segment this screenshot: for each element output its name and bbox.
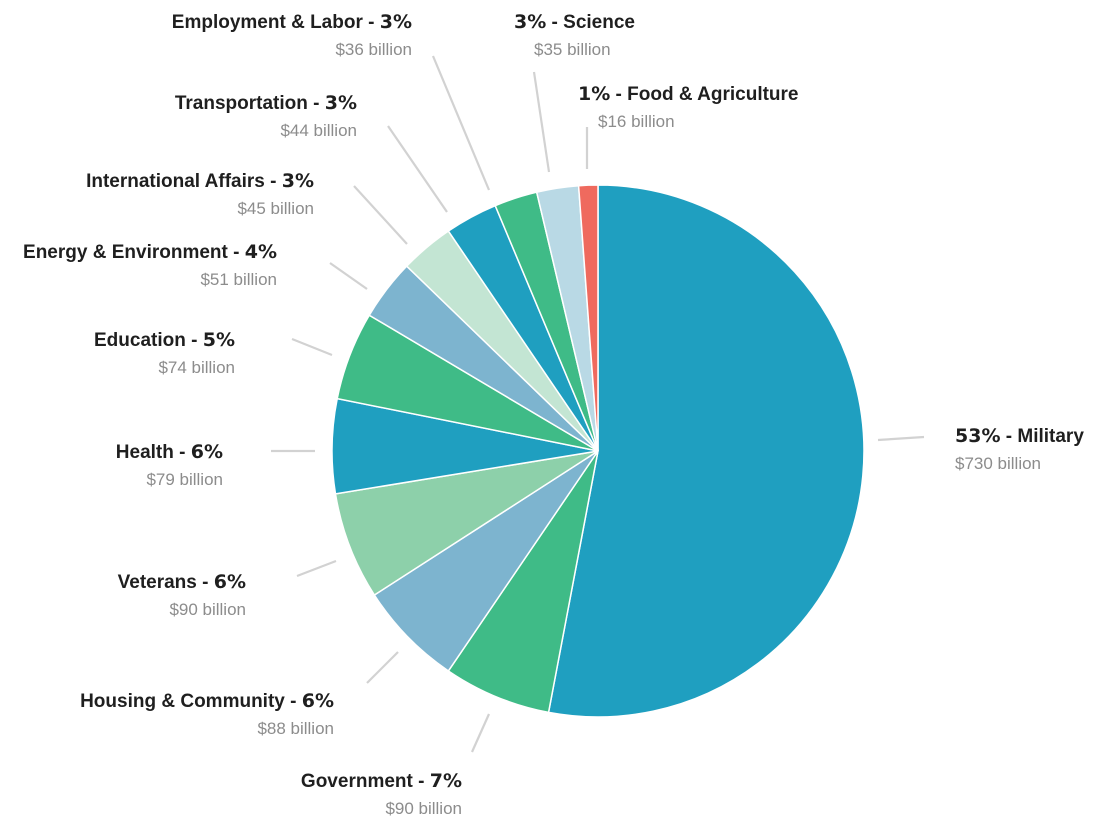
slice-label: Health - 6%: [116, 441, 223, 463]
slice-name: - Military: [1000, 426, 1084, 447]
slice-label: 1% - Food & Agriculture: [578, 83, 799, 105]
slice-name: Government -: [301, 771, 430, 792]
pie-slice: [447, 450, 599, 714]
leader-line: [877, 435, 925, 442]
slice-amount: $74 billion: [158, 358, 235, 377]
pie-slice: [577, 184, 599, 452]
slice-percent: 3%: [514, 11, 546, 33]
pie-slice: [547, 184, 865, 718]
leader-line: [291, 337, 333, 357]
slice-name: - Food & Agriculture: [610, 84, 798, 105]
slice-name: Housing & Community -: [80, 691, 302, 712]
leader-lines: [271, 55, 925, 753]
leader-line: [470, 713, 491, 753]
slice-amount: $88 billion: [257, 719, 334, 738]
slice-amount: $44 billion: [280, 121, 357, 140]
leader-line: [431, 55, 491, 191]
leader-line: [329, 262, 368, 290]
slice-percent: 6%: [191, 441, 223, 463]
slice-amount: $45 billion: [237, 199, 314, 218]
leader-line: [532, 71, 551, 173]
slice-label: Veterans - 6%: [118, 571, 246, 593]
slice-name: Transportation -: [175, 93, 325, 114]
slice-name: Health -: [116, 442, 191, 463]
slice-percent: 6%: [302, 690, 334, 712]
slice-amount: $51 billion: [200, 270, 277, 289]
leader-line: [366, 651, 399, 684]
leader-line: [387, 125, 448, 213]
slice-label: Energy & Environment - 4%: [23, 241, 277, 263]
slice-label: Housing & Community - 6%: [80, 690, 334, 712]
slice-label: Transportation - 3%: [175, 92, 357, 114]
slice-percent: 3%: [282, 170, 314, 192]
slice-percent: 53%: [955, 425, 1000, 447]
slice-amount: $35 billion: [534, 40, 611, 59]
slice-label: International Affairs - 3%: [86, 170, 314, 192]
slice-percent: 6%: [214, 571, 246, 593]
slice-amount: $16 billion: [598, 112, 675, 131]
slice-label: Education - 5%: [94, 329, 235, 351]
slice-name: - Science: [546, 12, 635, 33]
slice-name: Employment & Labor -: [172, 12, 380, 33]
pie-slice: [334, 450, 599, 597]
slice-amount: $36 billion: [335, 40, 412, 59]
slice-label: Government - 7%: [301, 770, 462, 792]
slice-percent: 3%: [380, 11, 412, 33]
slice-label: 53% - Military: [955, 425, 1084, 447]
slice-name: Energy & Environment -: [23, 242, 245, 263]
slice-percent: 3%: [325, 92, 357, 114]
slice-percent: 5%: [203, 329, 235, 351]
slice-percent: 1%: [578, 83, 610, 105]
slice-amount: $79 billion: [146, 470, 223, 489]
slice-percent: 4%: [245, 241, 277, 263]
slice-name: Veterans -: [118, 572, 214, 593]
pie-slices: [331, 184, 865, 718]
slice-label: 3% - Science: [514, 11, 635, 33]
slice-amount: $90 billion: [169, 600, 246, 619]
slice-amount: $730 billion: [955, 454, 1041, 473]
leader-line: [353, 185, 408, 245]
leader-line: [296, 559, 337, 578]
slice-name: Education -: [94, 330, 203, 351]
slice-amount: $90 billion: [385, 799, 462, 818]
slice-labels: 53% - Military $730 billion Government - 7…: [23, 11, 1084, 818]
slice-name: International Affairs -: [86, 171, 282, 192]
slice-label: Employment & Labor - 3%: [172, 11, 412, 33]
slice-percent: 7%: [430, 770, 462, 792]
